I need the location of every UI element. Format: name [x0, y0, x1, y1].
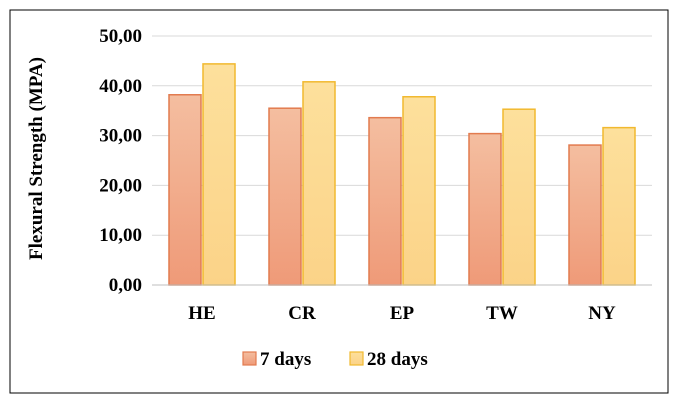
legend-swatch-series-1 [243, 352, 256, 365]
bar-ny-series-1 [569, 145, 601, 285]
bar-cr-series-1 [269, 108, 301, 285]
legend-swatch-series-2 [350, 352, 363, 365]
y-tick-label: 0,00 [109, 275, 142, 296]
y-tick-label: 50,00 [99, 26, 142, 47]
y-tick-label: 40,00 [99, 76, 142, 97]
y-axis-title: Flexural Strength (MPA) [26, 57, 47, 260]
bar-ny-series-2 [603, 128, 635, 285]
bar-he-series-2 [203, 64, 235, 285]
bar-ep-series-2 [403, 97, 435, 285]
x-category-label: HE [188, 303, 215, 324]
x-category-label: NY [588, 303, 616, 324]
y-tick-label: 20,00 [99, 175, 142, 196]
legend-label-series-2: 28 days [367, 349, 428, 370]
x-category-label: CR [288, 303, 316, 324]
x-category-label: TW [486, 303, 518, 324]
bar-cr-series-2 [303, 82, 335, 285]
bar-he-series-1 [169, 95, 201, 285]
bar-ep-series-1 [369, 118, 401, 285]
y-tick-label: 30,00 [99, 126, 142, 147]
bar-tw-series-1 [469, 134, 501, 285]
x-category-label: EP [390, 303, 415, 324]
bar-tw-series-2 [503, 109, 535, 285]
legend-label-series-1: 7 days [260, 349, 311, 370]
y-tick-label: 10,00 [99, 225, 142, 246]
